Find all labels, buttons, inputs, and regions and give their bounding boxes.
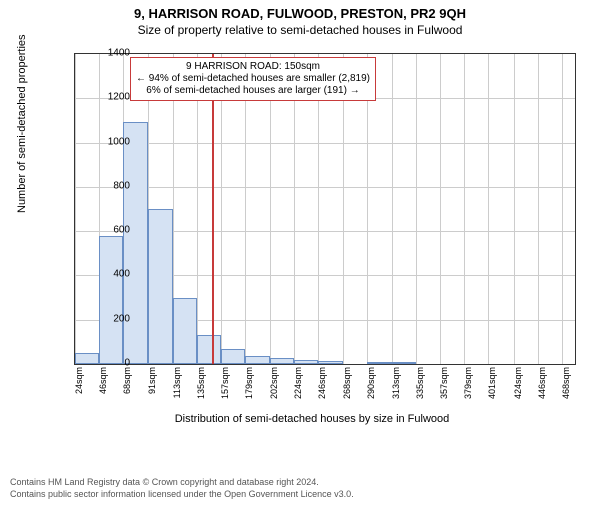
gridline-h [75, 187, 575, 188]
x-tick-label: 246sqm [317, 367, 327, 417]
gridline-v [392, 54, 393, 364]
gridline-h [75, 143, 575, 144]
y-tick-label: 600 [94, 225, 130, 236]
gridline-v [488, 54, 489, 364]
x-tick-label: 446sqm [537, 367, 547, 417]
histogram-bar [221, 349, 245, 365]
histogram-bar [173, 298, 197, 364]
y-tick-label: 400 [94, 269, 130, 280]
plot-area: 9 HARRISON ROAD: 150sqm ← 94% of semi-de… [74, 53, 576, 365]
gridline-v [514, 54, 515, 364]
x-tick-label: 313sqm [391, 367, 401, 417]
annotation-line: 6% of semi-detached houses are larger (1… [136, 85, 370, 97]
x-tick-label: 268sqm [342, 367, 352, 417]
x-tick-label: 335sqm [415, 367, 425, 417]
chart-wrap: Number of semi-detached properties 9 HAR… [32, 43, 592, 423]
footer-line: Contains HM Land Registry data © Crown c… [10, 476, 354, 488]
chart-title: 9, HARRISON ROAD, FULWOOD, PRESTON, PR2 … [0, 6, 600, 21]
x-axis-label: Distribution of semi-detached houses by … [32, 413, 592, 425]
x-tick-label: 113sqm [172, 367, 182, 417]
y-axis-label: Number of semi-detached properties [16, 34, 28, 213]
gridline-v [75, 54, 76, 364]
footer-line: Contains public sector information licen… [10, 488, 354, 500]
x-tick-label: 357sqm [439, 367, 449, 417]
histogram-bar [245, 356, 270, 364]
histogram-bar [148, 209, 172, 364]
x-tick-label: 68sqm [122, 367, 132, 417]
y-tick-label: 800 [94, 180, 130, 191]
x-tick-label: 224sqm [293, 367, 303, 417]
annotation-box: 9 HARRISON ROAD: 150sqm ← 94% of semi-de… [130, 57, 376, 101]
gridline-v [538, 54, 539, 364]
x-tick-label: 24sqm [74, 367, 84, 417]
histogram-bar [367, 362, 392, 364]
x-tick-label: 401sqm [487, 367, 497, 417]
histogram-bar [294, 360, 318, 364]
x-tick-label: 46sqm [98, 367, 108, 417]
histogram-bar [270, 358, 294, 364]
histogram-bar [123, 122, 148, 364]
gridline-v [464, 54, 465, 364]
x-tick-label: 290sqm [366, 367, 376, 417]
y-tick-label: 1000 [94, 136, 130, 147]
x-tick-label: 379sqm [463, 367, 473, 417]
x-tick-label: 468sqm [561, 367, 571, 417]
annotation-line: ← 94% of semi-detached houses are smalle… [136, 73, 370, 85]
gridline-v [562, 54, 563, 364]
footer-credits: Contains HM Land Registry data © Crown c… [10, 476, 354, 500]
y-tick-label: 1400 [94, 48, 130, 59]
y-tick-label: 1200 [94, 92, 130, 103]
chart-container: 9, HARRISON ROAD, FULWOOD, PRESTON, PR2 … [0, 6, 600, 506]
histogram-bar [197, 335, 221, 364]
chart-subtitle: Size of property relative to semi-detach… [0, 23, 600, 37]
x-tick-label: 91sqm [147, 367, 157, 417]
x-tick-label: 179sqm [244, 367, 254, 417]
x-tick-label: 135sqm [196, 367, 206, 417]
gridline-v [416, 54, 417, 364]
y-tick-label: 200 [94, 313, 130, 324]
gridline-v [440, 54, 441, 364]
histogram-bar [318, 361, 342, 364]
histogram-bar [392, 362, 416, 364]
x-tick-label: 202sqm [269, 367, 279, 417]
x-tick-label: 424sqm [513, 367, 523, 417]
annotation-line: 9 HARRISON ROAD: 150sqm [136, 61, 370, 73]
x-tick-label: 157sqm [220, 367, 230, 417]
histogram-bar [99, 236, 123, 364]
